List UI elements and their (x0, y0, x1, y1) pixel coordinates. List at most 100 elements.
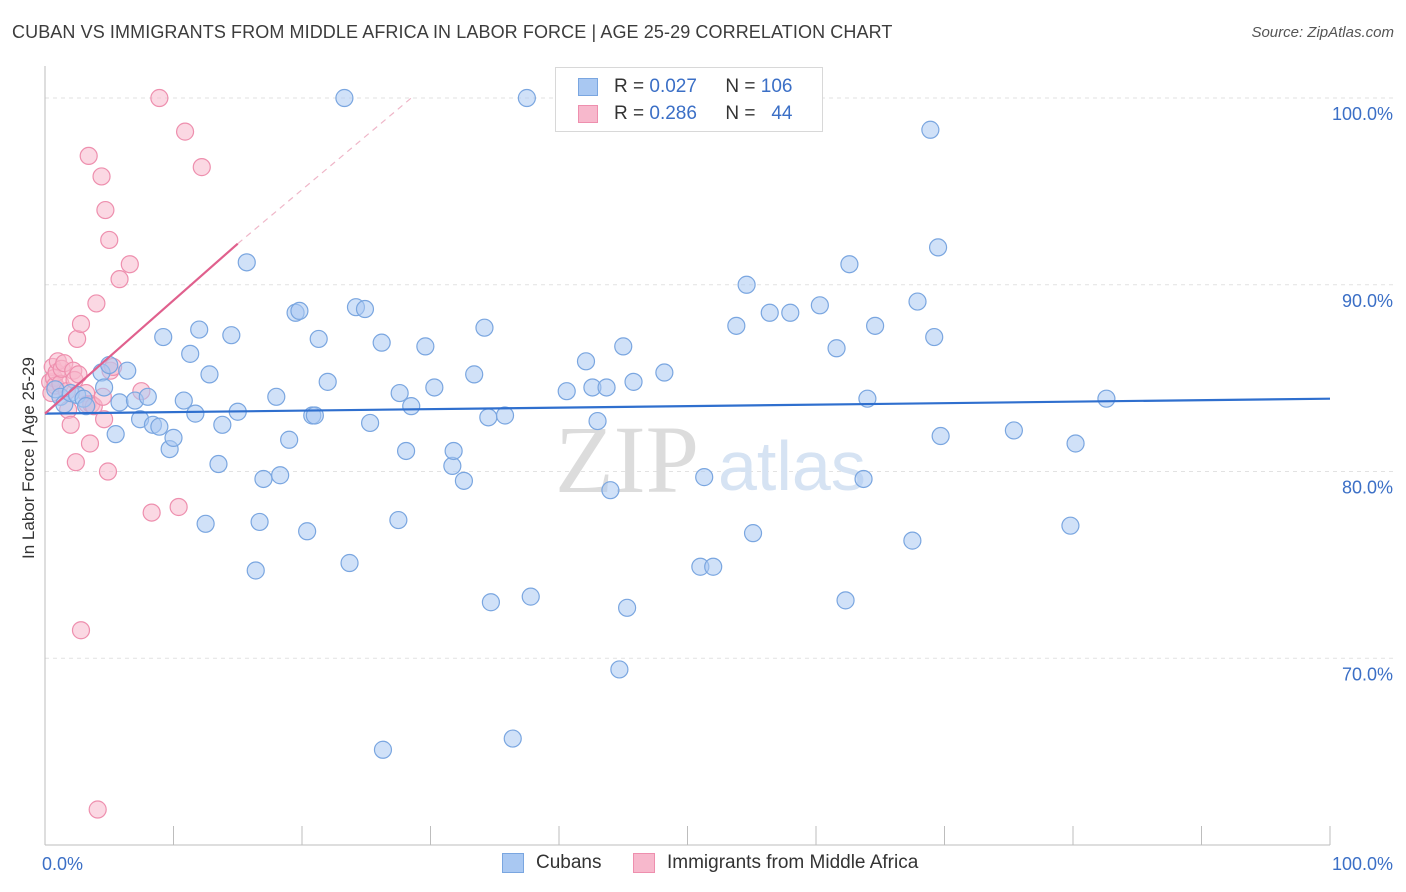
point-africa (80, 434, 100, 453)
point-cuban (150, 417, 169, 436)
point-africa (92, 167, 111, 186)
point-cuban (810, 296, 829, 315)
legend-row-africa: R = 0.286 N = 44 (578, 102, 792, 126)
point-africa (192, 158, 211, 177)
point-africa (169, 497, 188, 517)
y-tick-label: 100.0% (1332, 104, 1393, 124)
point-cuban (77, 397, 96, 416)
point-cuban (390, 383, 409, 403)
point-cuban (1004, 421, 1023, 440)
legend-swatch-cubans (578, 78, 598, 96)
point-cuban (576, 352, 596, 371)
point-cuban (186, 404, 205, 423)
bottom-legend-cubans[interactable]: Cubans (502, 852, 602, 874)
point-africa (96, 200, 115, 220)
point-cuban (655, 363, 674, 382)
point-cuban (704, 557, 723, 576)
point-cuban (827, 339, 846, 358)
trend-lines (44, 97, 1331, 415)
point-cuban (481, 593, 500, 612)
point-cuban (465, 365, 484, 384)
watermark: ZIP atlas (555, 406, 866, 513)
point-cuban (106, 425, 125, 444)
point-cuban (1097, 389, 1116, 408)
point-cuban (213, 415, 232, 434)
point-cuban (222, 326, 241, 345)
axes (44, 66, 1331, 846)
point-cuban (727, 316, 746, 335)
point-cuban (95, 378, 114, 397)
legend-row-cubans: R = 0.027 N = 106 (578, 75, 792, 99)
point-cuban (903, 531, 922, 550)
point-africa (71, 314, 91, 334)
point-africa (61, 415, 80, 434)
legend-swatch-africa (578, 105, 598, 123)
point-cuban (237, 253, 256, 272)
legend-n-label: N = (725, 103, 756, 124)
y-tick-label: 70.0% (1342, 664, 1393, 684)
y-tick-label: 80.0% (1342, 478, 1393, 498)
point-cuban (695, 468, 714, 487)
bottom-swatch-africa (633, 853, 655, 873)
watermark-zip: ZIP (555, 406, 699, 513)
point-africa (66, 453, 85, 472)
point-africa (150, 88, 169, 108)
bottom-legend-africa[interactable]: Immigrants from Middle Africa (633, 852, 918, 874)
point-cuban (100, 355, 119, 375)
point-cuban (250, 512, 269, 532)
point-cuban (425, 378, 444, 397)
point-cuban (290, 301, 309, 321)
point-cuban (361, 413, 380, 433)
point-cuban (1061, 516, 1080, 535)
point-africa (142, 503, 161, 522)
point-cuban (925, 327, 944, 347)
point-cuban (138, 387, 157, 406)
bottom-label-cubans: Cubans (536, 852, 602, 873)
point-cuban (908, 292, 927, 311)
point-africa (88, 800, 107, 819)
point-cuban (298, 522, 317, 541)
point-cuban (737, 275, 756, 294)
point-cuban (588, 411, 607, 431)
point-cuban (444, 441, 463, 461)
point-cuban (340, 553, 359, 573)
stats-legend: R = 0.027 N = 106 R = 0.286 N = 44 (555, 67, 823, 132)
point-cuban (110, 393, 129, 412)
point-cuban (280, 430, 299, 449)
chart-title: CUBAN VS IMMIGRANTS FROM MIDDLE AFRICA I… (12, 22, 893, 42)
y-axis-title: In Labor Force | Age 25-29 (19, 357, 38, 559)
point-cuban (557, 382, 576, 401)
point-cuban (254, 469, 273, 489)
legend-r-label: R = (614, 76, 645, 97)
x-tick-label-min: 0.0% (42, 854, 83, 874)
point-cuban (309, 329, 328, 349)
point-cuban (479, 408, 498, 427)
point-cuban (174, 391, 193, 410)
point-cuban (396, 441, 416, 461)
point-cuban (760, 303, 779, 322)
point-cuban (181, 344, 200, 363)
point-africa (87, 294, 106, 313)
point-cuban (246, 561, 265, 580)
source-label: Source: ZipAtlas.com (1251, 24, 1394, 41)
point-cuban (355, 299, 375, 319)
point-cuban (190, 320, 209, 339)
point-africa (95, 410, 114, 429)
point-cuban (840, 255, 859, 274)
point-cuban (389, 510, 408, 530)
point-cuban (267, 387, 286, 406)
point-cuban (454, 471, 474, 490)
legend-r-cubans: 0.027 (649, 76, 697, 97)
point-cuban (601, 481, 620, 500)
point-cuban (1066, 434, 1085, 453)
point-cuban (781, 303, 800, 322)
point-africa (100, 230, 119, 250)
point-cuban (495, 406, 515, 425)
legend-r-label: R = (614, 103, 645, 124)
point-cuban (164, 428, 183, 447)
watermark-atlas: atlas (718, 427, 866, 505)
point-cuban (373, 740, 393, 759)
point-cuban (743, 524, 763, 543)
point-cuban (624, 372, 643, 391)
